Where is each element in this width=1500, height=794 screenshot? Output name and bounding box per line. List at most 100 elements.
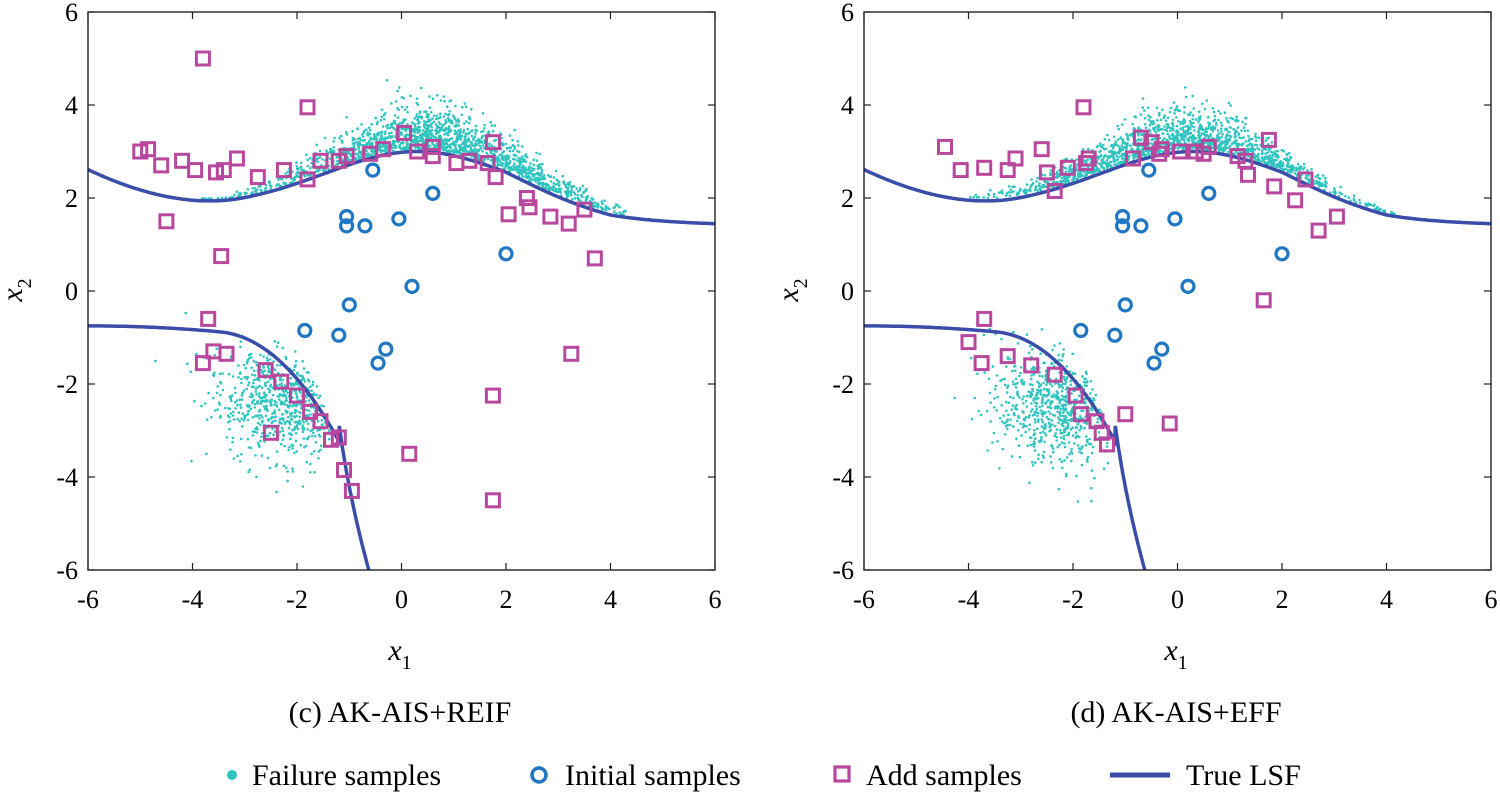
failure-sample-dot — [1082, 380, 1086, 384]
failure-sample-dot — [1189, 131, 1192, 135]
failure-sample-dot — [1237, 143, 1241, 147]
failure-sample-dot — [1060, 441, 1064, 444]
failure-sample-dot — [1042, 183, 1046, 187]
failure-sample-dot — [1066, 411, 1069, 414]
failure-sample-dot — [260, 368, 263, 372]
failure-sample-dot — [421, 137, 425, 141]
failure-sample-dot — [1119, 137, 1122, 140]
failure-sample-dot — [1078, 428, 1081, 432]
failure-sample-dot — [1050, 395, 1053, 398]
failure-sample-dot — [1112, 135, 1116, 139]
failure-sample-dot — [509, 166, 513, 169]
failure-sample-dot — [1072, 176, 1076, 180]
failure-sample-dot — [321, 158, 324, 161]
failure-sample-dot — [1022, 411, 1025, 414]
failure-sample-dot — [1221, 147, 1224, 151]
failure-sample-dot — [1273, 152, 1276, 155]
failure-sample-dot — [1037, 453, 1040, 457]
failure-sample-dot — [427, 113, 431, 116]
failure-sample-dot — [1226, 119, 1229, 122]
failure-sample-dot — [416, 135, 420, 139]
failure-sample-dot — [396, 107, 399, 110]
failure-sample-dot — [1111, 155, 1114, 158]
failure-sample-dot — [276, 395, 280, 398]
failure-sample-dot — [1011, 404, 1015, 407]
failure-sample-dot — [1274, 158, 1277, 162]
failure-sample-dot — [289, 437, 292, 441]
failure-sample-dot — [1302, 162, 1306, 166]
failure-sample-dot — [234, 391, 237, 395]
failure-sample-dot — [1317, 185, 1321, 188]
failure-sample-dot — [281, 413, 285, 416]
failure-sample-dot — [236, 454, 239, 458]
failure-sample-dot — [1004, 424, 1008, 428]
failure-sample-dot — [1175, 124, 1179, 128]
failure-sample-dot — [400, 96, 404, 99]
failure-sample-dot — [1219, 148, 1222, 152]
failure-sample-dot — [1151, 119, 1155, 123]
failure-sample-dot — [1215, 123, 1218, 126]
failure-sample-dot — [433, 144, 436, 147]
failure-sample-dot — [1085, 372, 1088, 376]
failure-sample-dot — [1288, 155, 1292, 159]
failure-sample-dot — [184, 311, 187, 315]
failure-sample-dot — [523, 154, 527, 158]
failure-sample-dot — [481, 112, 485, 115]
failure-sample-dot — [1020, 380, 1023, 383]
failure-sample-dot — [456, 149, 460, 153]
failure-sample-dot — [1040, 418, 1044, 421]
failure-sample-dot — [294, 439, 298, 443]
failure-sample-dot — [603, 199, 606, 202]
failure-sample-dot — [244, 367, 247, 370]
failure-sample-dot — [323, 168, 327, 172]
failure-sample-dot — [243, 389, 246, 392]
failure-sample-dot — [1043, 361, 1046, 365]
failure-sample-dot — [581, 184, 585, 188]
failure-sample-dot — [1192, 125, 1196, 129]
failure-sample-dot — [247, 470, 250, 474]
failure-sample-dot — [267, 387, 270, 391]
failure-sample-dot — [1126, 138, 1130, 141]
failure-sample-dot — [1031, 389, 1034, 393]
y-tick-label: -4 — [832, 463, 854, 492]
failure-sample-dot — [1154, 131, 1158, 134]
failure-sample-dot — [1049, 169, 1053, 172]
failure-sample-dot — [1195, 141, 1198, 145]
failure-sample-dot — [1118, 161, 1121, 164]
failure-sample-dot — [283, 444, 286, 448]
failure-sample-dot — [435, 142, 439, 145]
failure-sample-dot — [1338, 191, 1342, 194]
failure-sample-dot — [1143, 123, 1147, 126]
failure-sample-dot — [369, 129, 372, 132]
legend-circle-marker — [530, 766, 548, 784]
failure-sample-dot — [468, 131, 471, 135]
failure-sample-dot — [1224, 146, 1227, 149]
y-tick-label: 4 — [841, 91, 854, 120]
failure-sample-dot — [1095, 145, 1099, 149]
failure-sample-dot — [279, 442, 283, 446]
failure-sample-dot — [1075, 158, 1079, 161]
failure-sample-dot — [299, 161, 303, 165]
add-sample-marker — [560, 215, 577, 232]
failure-sample-dot — [247, 381, 251, 384]
failure-sample-dot — [1034, 421, 1037, 424]
failure-sample-dot — [391, 139, 395, 143]
failure-sample-dot — [517, 164, 521, 168]
failure-sample-dot — [1043, 411, 1047, 415]
failure-sample-dot — [1046, 399, 1049, 403]
failure-sample-dot — [1032, 373, 1036, 376]
failure-sample-dot — [450, 119, 454, 122]
failure-sample-dot — [253, 406, 257, 409]
failure-sample-dot — [1260, 152, 1264, 156]
add-sample-marker — [1151, 145, 1168, 162]
failure-sample-dot — [278, 383, 281, 387]
failure-sample-dot — [444, 137, 447, 141]
failure-sample-dot — [1050, 362, 1053, 366]
failure-sample-dot — [1033, 418, 1037, 421]
failure-sample-dot — [381, 125, 385, 128]
true-lsf-curves — [864, 149, 1491, 570]
failure-sample-dot — [1225, 141, 1229, 145]
failure-sample-dot — [1254, 135, 1257, 138]
initial-sample-marker — [391, 211, 407, 227]
